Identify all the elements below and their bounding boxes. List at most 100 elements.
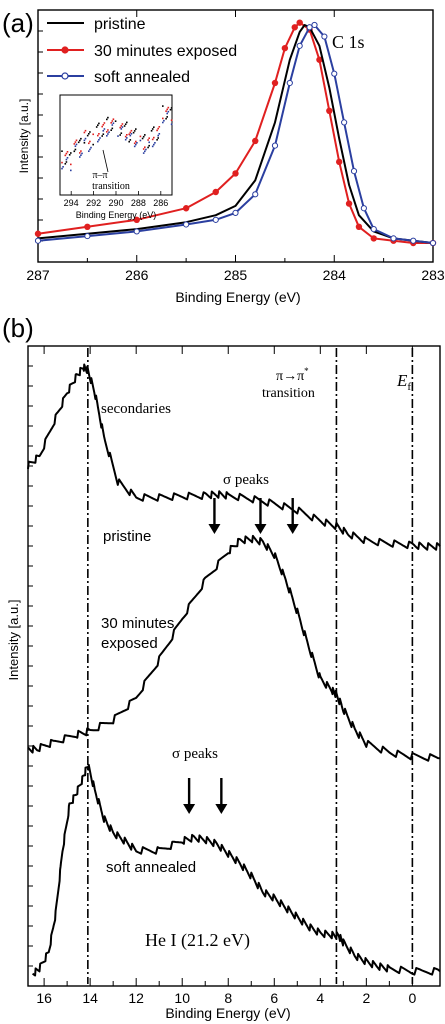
series-marker bbox=[345, 200, 353, 207]
series-marker bbox=[316, 56, 323, 63]
series-marker bbox=[271, 79, 279, 87]
panel-b-vlines bbox=[87, 348, 414, 984]
series-marker bbox=[84, 223, 91, 230]
series-marker bbox=[34, 230, 42, 237]
annotation-sigma-1: σ peaks bbox=[223, 472, 269, 488]
inset-point bbox=[89, 131, 91, 133]
inset-point bbox=[84, 129, 87, 132]
inset-point bbox=[165, 110, 167, 112]
inset-point bbox=[64, 163, 67, 165]
inset-point bbox=[142, 152, 145, 154]
inset-point bbox=[141, 137, 144, 140]
inset-point bbox=[135, 128, 137, 130]
legend-label-exposed: 30 minutes exposed bbox=[94, 43, 237, 60]
inset-point bbox=[120, 125, 123, 127]
inset-point bbox=[83, 142, 86, 144]
inset-point bbox=[106, 131, 108, 133]
annotation-sigma-2: σ peaks bbox=[172, 746, 218, 762]
series-marker bbox=[133, 228, 140, 235]
inset-point bbox=[66, 157, 69, 159]
series-marker bbox=[355, 223, 363, 230]
inset-point bbox=[153, 126, 155, 128]
inset-point bbox=[112, 122, 115, 124]
series-marker bbox=[232, 209, 239, 216]
series-marker bbox=[370, 235, 377, 242]
legend-marker-exposed bbox=[61, 46, 69, 54]
inset-point bbox=[106, 135, 108, 137]
label-exposed: 30 minutes exposed bbox=[101, 615, 179, 652]
inset-point bbox=[70, 152, 72, 154]
inset-point bbox=[130, 129, 133, 132]
inset-point bbox=[119, 134, 121, 136]
panel-a-ylabel: Intensity [a.u.] bbox=[17, 99, 31, 174]
inset-point bbox=[148, 141, 150, 144]
inset-point bbox=[61, 150, 63, 152]
inset-point bbox=[80, 150, 82, 152]
inset-point bbox=[124, 123, 127, 125]
x-tick-label: 284 bbox=[323, 267, 347, 283]
annotation-he: He I (21.2 eV) bbox=[145, 930, 250, 951]
inset-point bbox=[128, 140, 130, 143]
inset-point bbox=[65, 161, 68, 163]
series-marker bbox=[341, 119, 348, 126]
inset-point bbox=[80, 137, 82, 140]
inset-point bbox=[66, 151, 69, 153]
inset-point bbox=[99, 137, 101, 139]
panel-a-curves bbox=[34, 19, 437, 247]
x-tick-label: 287 bbox=[26, 267, 50, 283]
inset-arrow bbox=[102, 149, 109, 173]
inset-x-tick-label: 292 bbox=[86, 198, 101, 208]
inset-point bbox=[150, 130, 153, 132]
inset-point bbox=[95, 126, 98, 128]
series-line bbox=[27, 534, 441, 762]
series-line bbox=[27, 363, 441, 551]
inset-point bbox=[129, 131, 132, 134]
panel-b-xlabel: Binding Energy (eV) bbox=[165, 1005, 290, 1021]
inset-point bbox=[103, 128, 106, 130]
inset-point bbox=[74, 141, 77, 143]
annotation-secondaries: secondaries bbox=[101, 401, 171, 417]
series-marker bbox=[410, 237, 417, 244]
series-marker bbox=[306, 24, 313, 31]
inset-point bbox=[148, 137, 150, 139]
inset-point bbox=[102, 124, 105, 126]
legend-marker-annealed bbox=[61, 72, 69, 80]
inset-point bbox=[65, 152, 68, 155]
series-marker bbox=[133, 216, 140, 224]
inset-point bbox=[153, 136, 155, 139]
series-marker bbox=[429, 239, 437, 247]
panel-b-curves bbox=[27, 363, 441, 977]
inset-point bbox=[111, 124, 114, 126]
inset-point bbox=[81, 152, 83, 155]
inset-point bbox=[97, 134, 99, 137]
series-marker bbox=[281, 44, 289, 52]
inset-point bbox=[65, 158, 68, 161]
inset-point bbox=[139, 139, 142, 142]
inset-point bbox=[110, 122, 112, 124]
series-line bbox=[37, 24, 434, 244]
series-marker bbox=[252, 137, 259, 145]
inset-point bbox=[88, 150, 90, 152]
inset-point bbox=[151, 145, 154, 148]
inset-point bbox=[107, 129, 109, 131]
x-tick-label: 8 bbox=[224, 990, 232, 1006]
inset-point bbox=[148, 144, 150, 147]
series-marker bbox=[183, 221, 190, 228]
inset-point bbox=[86, 134, 89, 137]
inset-point bbox=[68, 154, 71, 156]
inset-point bbox=[158, 133, 161, 135]
inset-point bbox=[157, 137, 159, 139]
inset-point bbox=[156, 129, 158, 132]
inset-point bbox=[107, 133, 109, 135]
inset-point bbox=[88, 133, 90, 135]
arrow-head bbox=[183, 804, 196, 814]
panel-b-arrows bbox=[183, 498, 299, 814]
inset-point bbox=[129, 139, 132, 141]
inset-point bbox=[97, 140, 99, 143]
x-tick-label: 285 bbox=[224, 267, 248, 283]
inset-point bbox=[106, 118, 108, 121]
inset-point bbox=[133, 145, 136, 148]
inset-point bbox=[129, 134, 132, 137]
inset-point bbox=[153, 143, 155, 146]
inset-point bbox=[107, 116, 109, 119]
